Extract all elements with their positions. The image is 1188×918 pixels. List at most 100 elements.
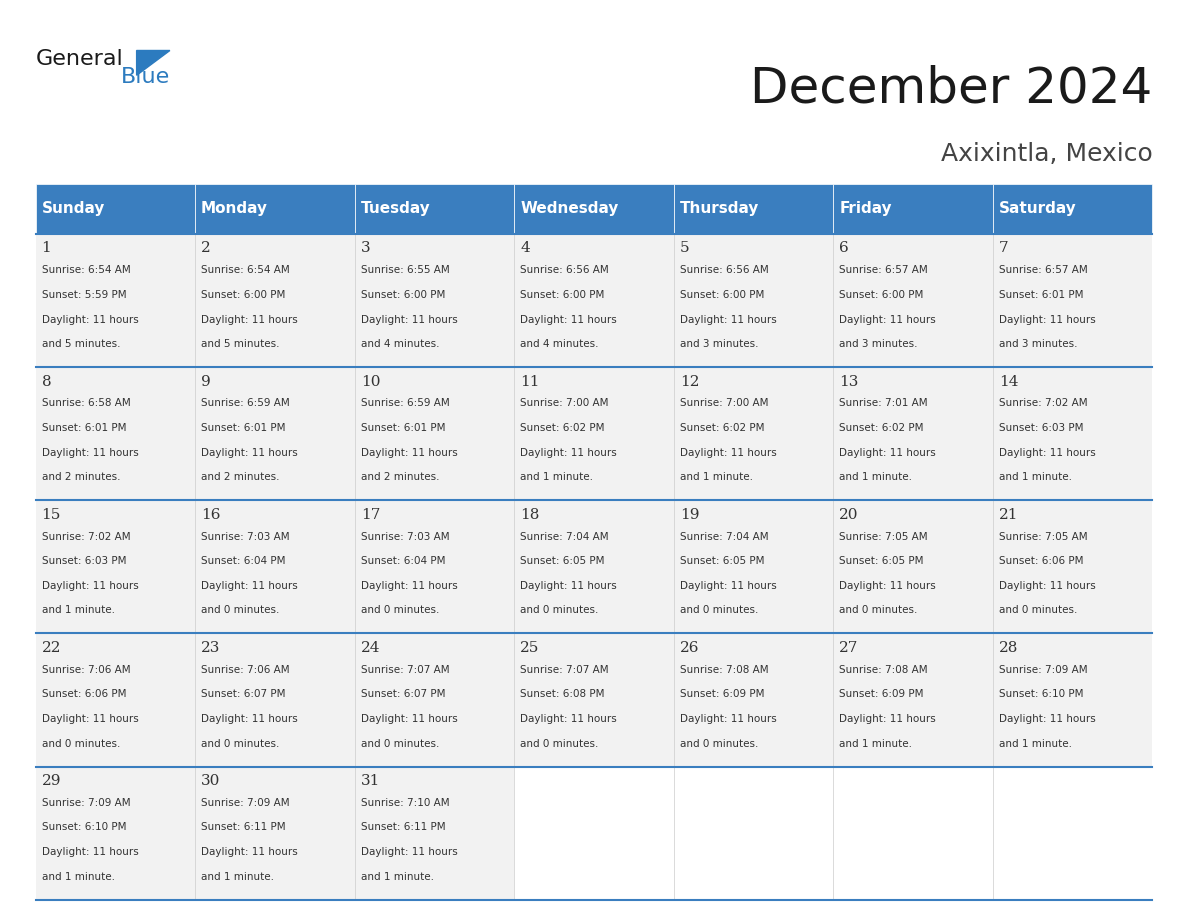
Text: Sunrise: 7:03 AM: Sunrise: 7:03 AM [201,532,290,542]
Text: and 4 minutes.: and 4 minutes. [361,339,440,349]
Text: Daylight: 11 hours: Daylight: 11 hours [520,315,617,325]
Text: Sunset: 6:01 PM: Sunset: 6:01 PM [999,290,1083,300]
FancyBboxPatch shape [674,767,833,900]
FancyBboxPatch shape [993,767,1152,900]
Text: Sunset: 5:59 PM: Sunset: 5:59 PM [42,290,126,300]
Text: Sunrise: 6:58 AM: Sunrise: 6:58 AM [42,398,131,409]
FancyBboxPatch shape [833,184,993,234]
Text: Sunday: Sunday [42,201,105,217]
Text: and 5 minutes.: and 5 minutes. [42,339,120,349]
Text: 9: 9 [201,375,210,388]
Text: Tuesday: Tuesday [361,201,430,217]
Text: and 5 minutes.: and 5 minutes. [201,339,279,349]
Text: Sunset: 6:03 PM: Sunset: 6:03 PM [42,556,126,566]
Text: Sunset: 6:00 PM: Sunset: 6:00 PM [680,290,764,300]
Text: Sunrise: 7:06 AM: Sunrise: 7:06 AM [201,665,290,675]
FancyBboxPatch shape [514,367,674,500]
Text: and 1 minute.: and 1 minute. [839,738,912,748]
Text: Sunset: 6:09 PM: Sunset: 6:09 PM [839,689,924,700]
Text: 4: 4 [520,241,530,255]
Text: Sunrise: 7:02 AM: Sunrise: 7:02 AM [42,532,131,542]
Text: Sunset: 6:07 PM: Sunset: 6:07 PM [361,689,446,700]
Text: Sunrise: 7:02 AM: Sunrise: 7:02 AM [999,398,1087,409]
FancyBboxPatch shape [674,184,833,234]
Text: Sunrise: 7:09 AM: Sunrise: 7:09 AM [42,798,131,808]
Text: and 1 minute.: and 1 minute. [999,472,1072,482]
Text: 25: 25 [520,641,539,655]
Text: Sunset: 6:10 PM: Sunset: 6:10 PM [42,823,126,833]
Text: and 3 minutes.: and 3 minutes. [839,339,918,349]
Text: Daylight: 11 hours: Daylight: 11 hours [839,448,936,458]
Text: Daylight: 11 hours: Daylight: 11 hours [680,448,777,458]
Text: and 1 minute.: and 1 minute. [42,605,114,615]
FancyBboxPatch shape [833,500,993,633]
FancyBboxPatch shape [355,184,514,234]
Text: and 3 minutes.: and 3 minutes. [999,339,1078,349]
Text: Daylight: 11 hours: Daylight: 11 hours [42,714,138,724]
FancyBboxPatch shape [993,234,1152,367]
Text: Sunset: 6:00 PM: Sunset: 6:00 PM [361,290,446,300]
Text: 12: 12 [680,375,700,388]
Text: 2: 2 [201,241,210,255]
FancyBboxPatch shape [195,367,355,500]
Text: 8: 8 [42,375,51,388]
FancyBboxPatch shape [355,633,514,767]
Text: 29: 29 [42,774,61,788]
Text: and 0 minutes.: and 0 minutes. [361,605,440,615]
Text: Daylight: 11 hours: Daylight: 11 hours [680,581,777,591]
Text: Sunrise: 7:07 AM: Sunrise: 7:07 AM [520,665,608,675]
Text: Sunrise: 6:57 AM: Sunrise: 6:57 AM [999,265,1087,275]
Text: Sunrise: 7:00 AM: Sunrise: 7:00 AM [680,398,769,409]
FancyBboxPatch shape [195,500,355,633]
Text: Sunrise: 7:10 AM: Sunrise: 7:10 AM [361,798,449,808]
Text: Sunset: 6:07 PM: Sunset: 6:07 PM [201,689,285,700]
Text: Sunset: 6:11 PM: Sunset: 6:11 PM [361,823,446,833]
FancyBboxPatch shape [514,500,674,633]
Text: Sunrise: 7:00 AM: Sunrise: 7:00 AM [520,398,608,409]
Text: Daylight: 11 hours: Daylight: 11 hours [361,714,457,724]
Text: and 1 minute.: and 1 minute. [42,871,114,881]
FancyBboxPatch shape [195,633,355,767]
Text: Sunset: 6:00 PM: Sunset: 6:00 PM [201,290,285,300]
Text: Sunrise: 7:07 AM: Sunrise: 7:07 AM [361,665,449,675]
FancyBboxPatch shape [195,234,355,367]
Text: Sunrise: 6:56 AM: Sunrise: 6:56 AM [520,265,609,275]
Text: 18: 18 [520,508,539,521]
FancyBboxPatch shape [195,184,355,234]
Text: Daylight: 11 hours: Daylight: 11 hours [839,714,936,724]
Text: 21: 21 [999,508,1018,521]
Text: and 0 minutes.: and 0 minutes. [201,738,279,748]
Text: 24: 24 [361,641,380,655]
FancyBboxPatch shape [833,234,993,367]
Text: Daylight: 11 hours: Daylight: 11 hours [999,448,1095,458]
Text: and 0 minutes.: and 0 minutes. [680,605,758,615]
Text: and 1 minute.: and 1 minute. [999,738,1072,748]
Text: Sunset: 6:03 PM: Sunset: 6:03 PM [999,423,1083,433]
FancyBboxPatch shape [833,367,993,500]
Text: Daylight: 11 hours: Daylight: 11 hours [201,581,298,591]
FancyBboxPatch shape [195,767,355,900]
Text: Daylight: 11 hours: Daylight: 11 hours [999,315,1095,325]
Text: Daylight: 11 hours: Daylight: 11 hours [839,581,936,591]
Text: 10: 10 [361,375,380,388]
FancyBboxPatch shape [355,767,514,900]
Text: Sunset: 6:05 PM: Sunset: 6:05 PM [520,556,605,566]
Text: Sunset: 6:01 PM: Sunset: 6:01 PM [201,423,285,433]
Text: 13: 13 [839,375,859,388]
Text: 3: 3 [361,241,371,255]
Text: Sunset: 6:02 PM: Sunset: 6:02 PM [680,423,764,433]
Text: 23: 23 [201,641,221,655]
FancyBboxPatch shape [833,767,993,900]
Text: Daylight: 11 hours: Daylight: 11 hours [201,315,298,325]
Text: and 1 minute.: and 1 minute. [201,871,274,881]
Text: Sunrise: 6:56 AM: Sunrise: 6:56 AM [680,265,769,275]
Text: Thursday: Thursday [680,201,759,217]
FancyBboxPatch shape [355,500,514,633]
Text: Sunset: 6:06 PM: Sunset: 6:06 PM [999,556,1083,566]
Text: Sunrise: 7:03 AM: Sunrise: 7:03 AM [361,532,449,542]
Text: 7: 7 [999,241,1009,255]
FancyBboxPatch shape [36,500,195,633]
Text: Sunset: 6:04 PM: Sunset: 6:04 PM [361,556,446,566]
Text: Axixintla, Mexico: Axixintla, Mexico [941,142,1152,166]
Text: Sunrise: 7:09 AM: Sunrise: 7:09 AM [201,798,290,808]
